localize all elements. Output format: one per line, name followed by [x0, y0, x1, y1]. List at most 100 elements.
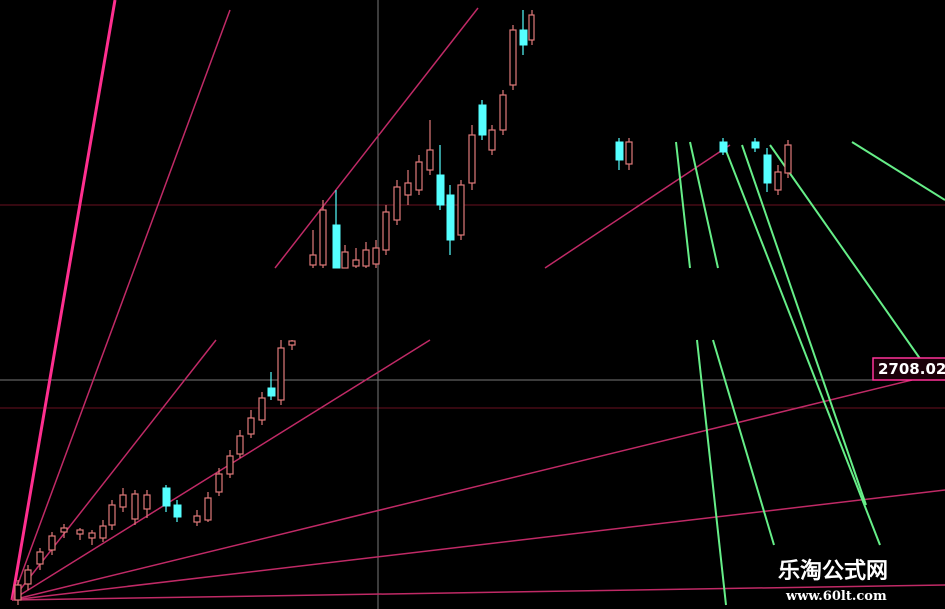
up-candle-body [193, 515, 201, 523]
up-candle [528, 10, 535, 45]
up-candle-body [48, 535, 56, 551]
up-candle-body [277, 347, 285, 401]
line [11, 339, 431, 601]
up-candle-body [131, 493, 139, 520]
down-candle-body [436, 174, 445, 206]
down-candle [173, 500, 182, 522]
up-candle [131, 490, 139, 525]
up-candle-body [393, 186, 401, 221]
up-candle [784, 140, 792, 178]
line [851, 141, 945, 201]
line [11, 379, 913, 601]
down-candle-body [173, 504, 182, 518]
line [712, 339, 775, 546]
up-candle [393, 180, 401, 225]
up-candle [119, 488, 127, 512]
up-candle [499, 90, 507, 135]
up-candle-body [108, 504, 116, 526]
up-candle-body [215, 473, 223, 493]
up-candle [204, 492, 212, 522]
up-candle [468, 125, 476, 190]
up-candle-body [528, 14, 535, 41]
up-candle-body [509, 29, 517, 86]
down-candle [615, 138, 624, 170]
up-candle [352, 248, 360, 268]
up-candle-body [143, 494, 151, 510]
up-candle [319, 200, 327, 268]
candles-lower [14, 340, 296, 605]
up-candle-body [24, 569, 32, 585]
up-candle-body [415, 161, 423, 191]
up-candle [226, 450, 234, 478]
down-candle [519, 10, 528, 55]
price-label-box [872, 357, 945, 381]
fan-lines [10, 0, 945, 601]
down-candle [446, 185, 455, 255]
up-candle [426, 120, 434, 175]
up-candle [774, 165, 782, 195]
up-candle [415, 155, 423, 195]
line [675, 141, 691, 269]
line [741, 144, 867, 506]
watermark-url: www.60lt.com [785, 589, 887, 604]
down-candle-body [751, 141, 760, 149]
line [10, 0, 117, 601]
up-candle [247, 410, 255, 438]
up-candle-body [226, 455, 234, 475]
up-candle-body [774, 171, 782, 191]
down-candle-body [162, 487, 171, 507]
up-candle-body [468, 134, 476, 184]
up-candle [108, 500, 116, 530]
up-candle [48, 532, 56, 555]
up-candle [36, 548, 44, 570]
down-candle-body [763, 154, 772, 184]
line [11, 9, 231, 601]
up-candle-body [382, 211, 390, 251]
up-candle-body [426, 149, 434, 171]
up-candle-body [99, 525, 107, 539]
down-candle [267, 372, 276, 400]
up-candle-body [14, 584, 22, 601]
up-candle [488, 125, 496, 155]
down-candle-body [267, 387, 276, 397]
up-candle-body [288, 340, 296, 346]
up-candle [60, 524, 68, 538]
up-candle-body [247, 417, 255, 435]
down-candle [478, 100, 487, 140]
up-candle-body [362, 249, 370, 267]
up-candle [99, 520, 107, 542]
up-candle-body [488, 129, 496, 151]
up-candle [88, 530, 96, 545]
up-candle-body [352, 259, 360, 267]
down-candle [436, 145, 445, 210]
line [689, 141, 719, 269]
up-candle [277, 340, 285, 405]
up-candle-body [36, 551, 44, 565]
up-candle [309, 230, 317, 268]
up-candle [625, 138, 633, 170]
up-candle-body [404, 182, 412, 196]
up-candle-body [119, 494, 127, 508]
line [724, 147, 881, 546]
up-candle [14, 580, 22, 605]
down-candle [162, 485, 171, 512]
line [696, 339, 727, 606]
up-candle [258, 392, 266, 425]
up-candle-body [499, 94, 507, 131]
up-candle-body [319, 209, 327, 266]
up-candle-body [372, 247, 380, 265]
down-candle-body [519, 29, 528, 46]
line [11, 339, 217, 601]
up-candle-body [625, 141, 633, 165]
down-candle-body [332, 224, 341, 269]
up-candle [76, 528, 84, 540]
up-candle-body [341, 251, 349, 269]
up-candle [509, 25, 517, 90]
up-candle [215, 468, 223, 496]
up-candle-body [76, 529, 84, 535]
green-lines [675, 141, 945, 606]
up-candle [404, 170, 412, 205]
